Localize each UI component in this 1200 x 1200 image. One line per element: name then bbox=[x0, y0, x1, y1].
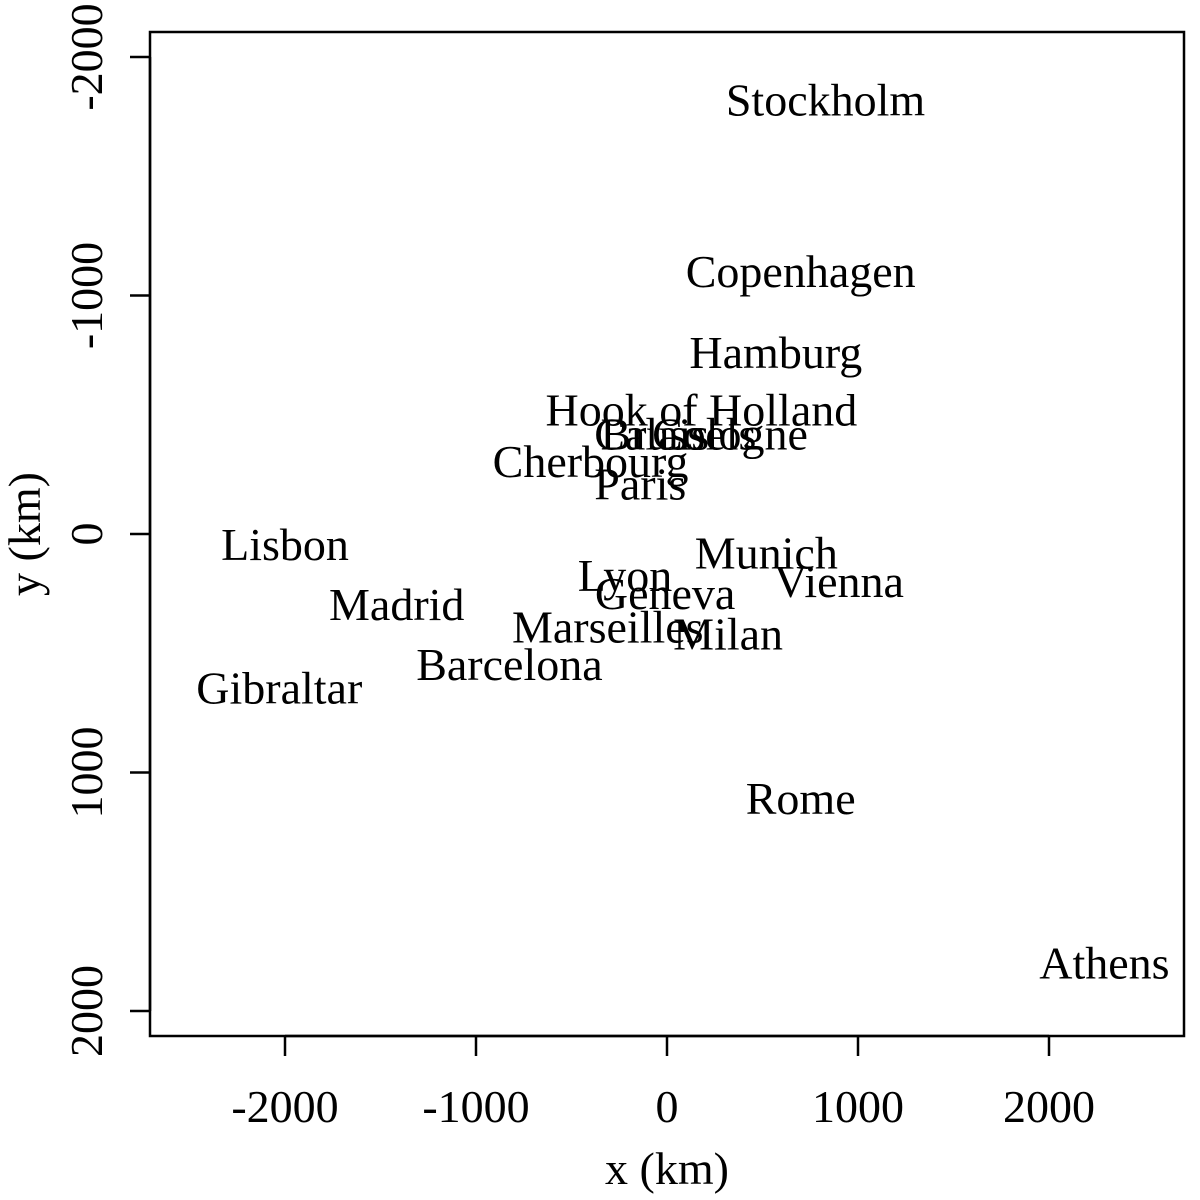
y-tick-label: -2000 bbox=[61, 3, 112, 110]
point-label: Paris bbox=[594, 458, 686, 509]
point-label: Barcelona bbox=[416, 639, 602, 690]
point-label: Copenhagen bbox=[686, 246, 916, 297]
point-label: Vienna bbox=[774, 556, 904, 607]
point-label: Hook of Holland bbox=[546, 384, 858, 435]
point-label: Cherbourg bbox=[493, 436, 689, 487]
x-tick-label: 2000 bbox=[1003, 1081, 1095, 1132]
point-label: Milan bbox=[673, 609, 783, 660]
y-tick-label: -1000 bbox=[61, 242, 112, 349]
y-tick-label: 0 bbox=[61, 523, 112, 546]
x-axis: -2000 -1000 0 1000 2000 bbox=[231, 1034, 1095, 1132]
point-label: Lyon bbox=[578, 550, 673, 601]
point-label: Geneva bbox=[595, 568, 735, 619]
point-label: Rome bbox=[746, 773, 856, 824]
x-tick-label: 1000 bbox=[812, 1081, 904, 1132]
x-tick-label: -1000 bbox=[422, 1081, 529, 1132]
y-axis: -2000 -1000 0 1000 2000 bbox=[61, 3, 152, 1057]
point-label: Stockholm bbox=[726, 74, 926, 125]
x-tick-label: -2000 bbox=[231, 1081, 338, 1132]
point-label: Calais bbox=[594, 408, 709, 459]
point-label: Marseilles bbox=[512, 602, 704, 653]
x-axis-title: x (km) bbox=[605, 1143, 729, 1194]
point-label: Madrid bbox=[329, 579, 464, 630]
y-tick-label: 2000 bbox=[61, 965, 112, 1057]
x-tick-label: 0 bbox=[656, 1081, 679, 1132]
point-label: Munich bbox=[695, 528, 838, 579]
points-layer: AthensBarcelonaBrusselsCalaisCherbourgCo… bbox=[196, 74, 1169, 988]
point-label: Hamburg bbox=[689, 327, 862, 378]
point-label: Gibraltar bbox=[196, 662, 362, 713]
point-label: Lisbon bbox=[221, 519, 349, 570]
point-label: Athens bbox=[1039, 937, 1169, 988]
point-label: Cologne bbox=[652, 408, 808, 459]
point-label: Brussels bbox=[601, 408, 757, 459]
y-axis-title: y (km) bbox=[0, 472, 50, 596]
y-tick-label: 1000 bbox=[61, 727, 112, 819]
